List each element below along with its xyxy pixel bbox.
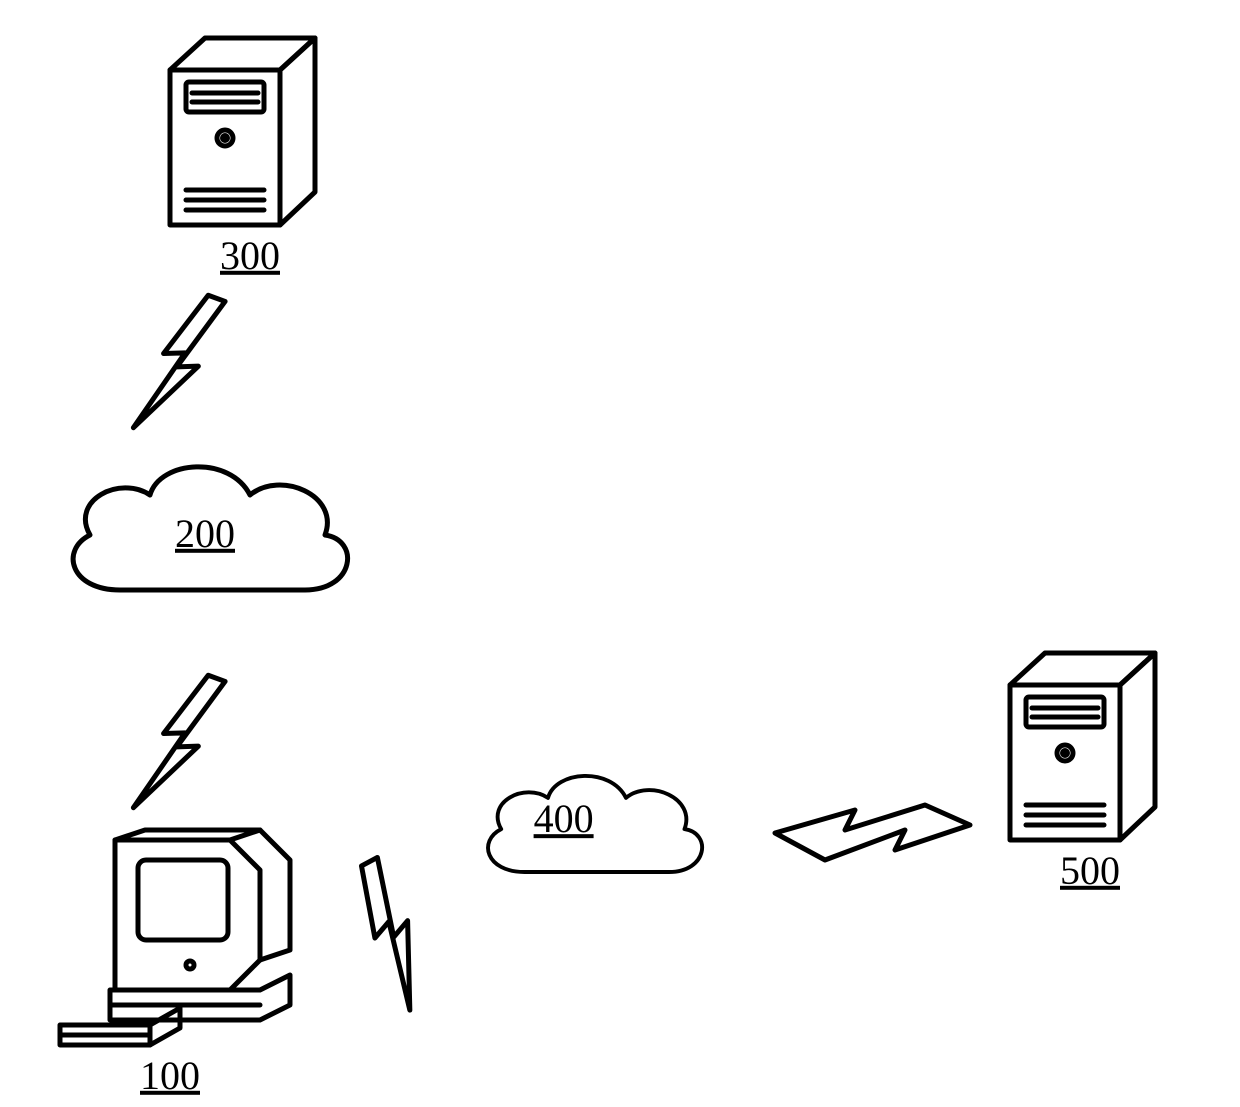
node-server300 (170, 38, 315, 225)
edge-cloud200-computer100 (133, 667, 225, 823)
node-cloud400 (488, 776, 702, 872)
edge-server300-cloud200 (133, 287, 225, 443)
network-diagram: 300 200 100 400 500 (0, 0, 1240, 1107)
node-server500 (1010, 653, 1155, 840)
node-label-computer100: 100 (140, 1053, 200, 1098)
edge-cloud400-server500 (775, 805, 970, 860)
edge-computer100-cloud400 (339, 857, 447, 1010)
nodes-layer: 300 200 100 400 500 (60, 38, 1155, 1098)
node-computer100 (60, 830, 290, 1045)
node-label-server500: 500 (1060, 848, 1120, 893)
node-label-server300: 300 (220, 233, 280, 278)
node-label-cloud200: 200 (175, 511, 235, 556)
node-label-cloud400: 400 (534, 796, 594, 841)
